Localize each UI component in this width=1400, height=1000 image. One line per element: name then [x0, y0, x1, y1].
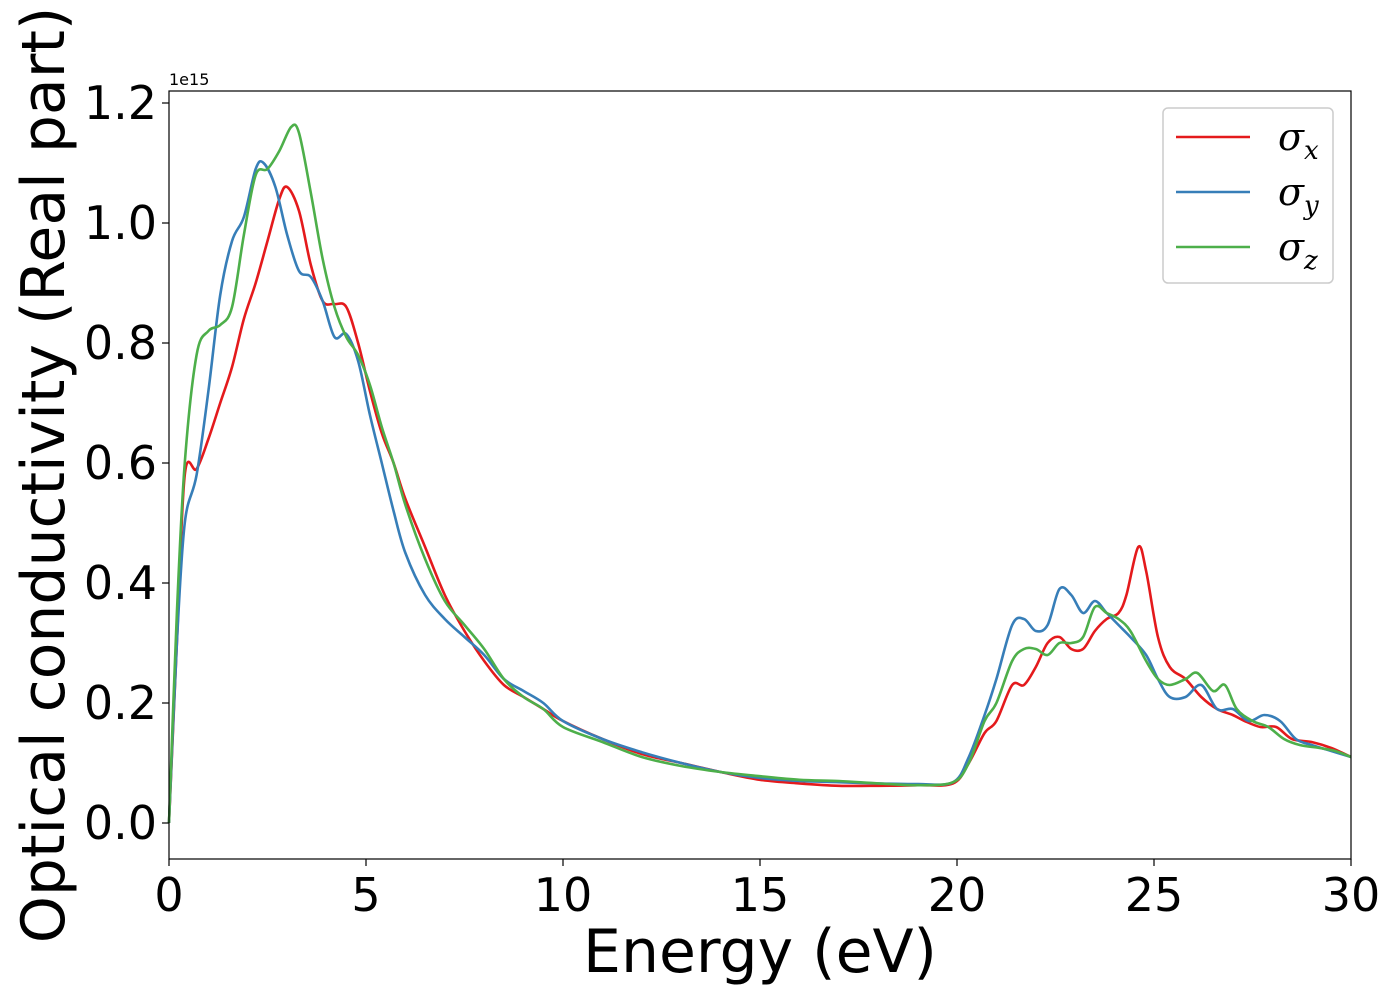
x-axis-label: Energy (eV)	[583, 917, 937, 987]
y-tick-label: 0.2	[84, 676, 157, 730]
plot-background	[169, 91, 1351, 859]
x-tick-label: 25	[1125, 868, 1184, 922]
x-tick-label: 20	[928, 868, 987, 922]
series-group	[167, 123, 1352, 824]
y-tick-label: 0.0	[84, 796, 157, 850]
x-tick-label: 5	[351, 868, 380, 922]
y-tick-label: 0.8	[84, 316, 157, 370]
y-axis: 0.0 0.2 0.4 0.6 0.8 1.0 1.2	[84, 76, 169, 850]
legend-label-y: σy	[1278, 170, 1319, 221]
y-axis-label: Optical conductivity (Real part)	[9, 7, 79, 944]
series-line-z	[167, 123, 1352, 824]
x-tick-label: 0	[154, 868, 183, 922]
legend-label-z: σz	[1278, 225, 1318, 276]
x-tick-label: 10	[534, 868, 593, 922]
x-tick-label: 15	[731, 868, 790, 922]
y-offset-label: 1e15	[169, 70, 209, 89]
legend-frame	[1162, 107, 1334, 284]
y-tick-label: 0.6	[84, 436, 157, 490]
legend-label-x: σx	[1278, 115, 1319, 166]
y-tick-label: 1.0	[84, 196, 157, 250]
y-tick-label: 1.2	[84, 76, 157, 130]
x-axis: 0 5 10 15 20 25 30	[154, 859, 1380, 922]
x-tick-label: 30	[1322, 868, 1381, 922]
y-tick-label: 0.4	[84, 556, 157, 610]
